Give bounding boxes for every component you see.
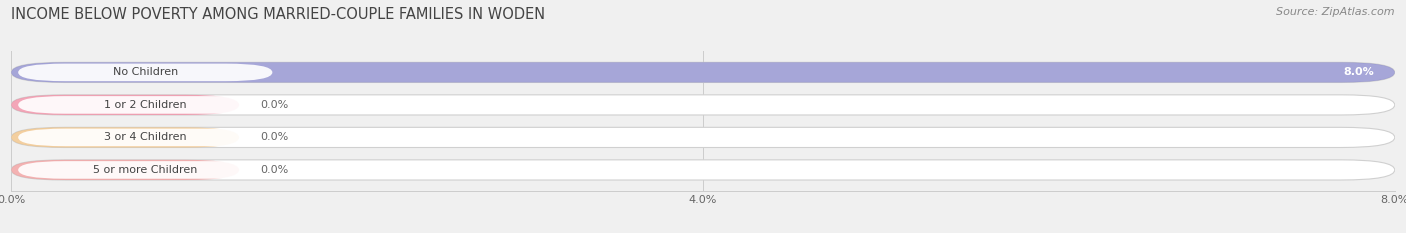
Text: 1 or 2 Children: 1 or 2 Children xyxy=(104,100,187,110)
FancyBboxPatch shape xyxy=(11,127,1395,147)
FancyBboxPatch shape xyxy=(11,62,1395,82)
Text: 8.0%: 8.0% xyxy=(1343,67,1374,77)
FancyBboxPatch shape xyxy=(18,161,273,179)
Text: 0.0%: 0.0% xyxy=(260,100,288,110)
FancyBboxPatch shape xyxy=(18,96,273,114)
Text: INCOME BELOW POVERTY AMONG MARRIED-COUPLE FAMILIES IN WODEN: INCOME BELOW POVERTY AMONG MARRIED-COUPL… xyxy=(11,7,546,22)
FancyBboxPatch shape xyxy=(18,64,273,81)
FancyBboxPatch shape xyxy=(11,160,239,180)
FancyBboxPatch shape xyxy=(18,129,273,146)
FancyBboxPatch shape xyxy=(11,62,1395,82)
FancyBboxPatch shape xyxy=(11,160,1395,180)
FancyBboxPatch shape xyxy=(11,95,1395,115)
FancyBboxPatch shape xyxy=(11,95,239,115)
Text: 5 or more Children: 5 or more Children xyxy=(93,165,197,175)
Text: 3 or 4 Children: 3 or 4 Children xyxy=(104,132,187,142)
Text: No Children: No Children xyxy=(112,67,179,77)
Text: 0.0%: 0.0% xyxy=(260,132,288,142)
Text: 0.0%: 0.0% xyxy=(260,165,288,175)
Text: Source: ZipAtlas.com: Source: ZipAtlas.com xyxy=(1277,7,1395,17)
FancyBboxPatch shape xyxy=(11,127,239,147)
